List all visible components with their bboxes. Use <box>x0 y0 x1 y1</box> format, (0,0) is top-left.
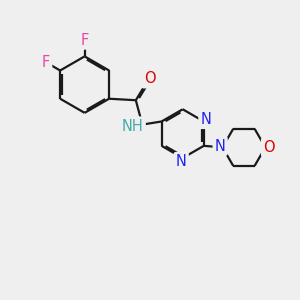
Text: F: F <box>42 55 50 70</box>
Text: N: N <box>176 154 187 169</box>
Text: NH: NH <box>122 118 144 134</box>
Text: N: N <box>200 112 211 127</box>
Text: N: N <box>215 139 226 154</box>
Text: O: O <box>144 71 155 86</box>
Text: O: O <box>263 140 275 155</box>
Text: F: F <box>80 32 89 47</box>
